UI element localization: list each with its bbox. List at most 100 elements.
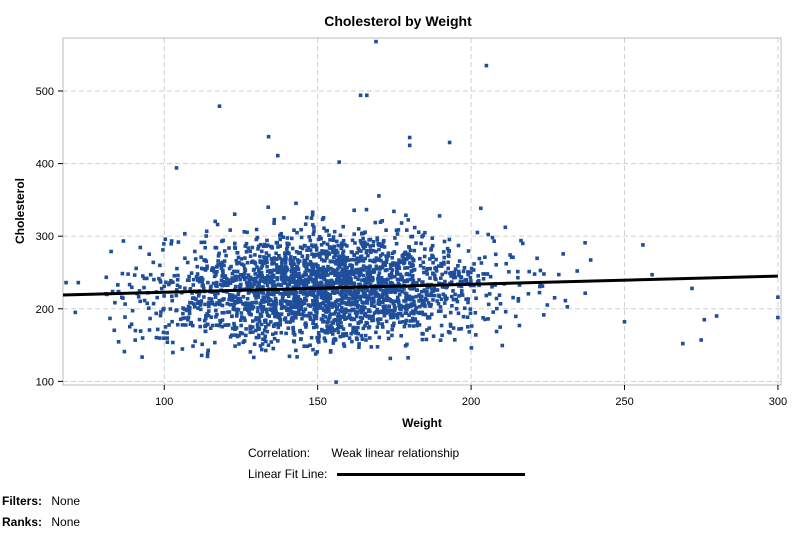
data-point: [391, 289, 395, 294]
data-point: [390, 333, 394, 338]
data-point: [324, 310, 329, 314]
data-point: [346, 301, 350, 306]
data-point: [162, 336, 166, 340]
x-tick-label: 200: [462, 396, 480, 408]
data-point: [394, 228, 399, 233]
data-point: [163, 325, 168, 329]
data-point: [414, 294, 418, 299]
data-point: [411, 324, 416, 328]
data-point: [287, 251, 291, 256]
data-point: [395, 232, 400, 236]
data-point: [375, 325, 380, 329]
data-point: [403, 344, 408, 348]
data-point: [378, 310, 383, 314]
data-point: [340, 315, 344, 319]
data-point: [304, 291, 309, 296]
data-point: [240, 315, 244, 319]
data-point: [328, 296, 333, 301]
data-point: [348, 323, 352, 327]
data-point: [356, 259, 361, 264]
data-point: [455, 299, 460, 304]
data-point: [247, 277, 252, 282]
data-point: [251, 284, 255, 288]
data-point: [457, 327, 461, 331]
data-point: [278, 283, 283, 287]
data-point: [282, 299, 286, 303]
data-point: [231, 304, 236, 309]
data-point: [421, 260, 426, 265]
data-point: [371, 318, 375, 322]
data-point: [361, 244, 365, 248]
data-point: [406, 218, 411, 222]
data-point: [175, 283, 180, 288]
data-point: [138, 245, 143, 250]
data-point: [217, 251, 221, 256]
data-point: [196, 293, 201, 298]
data-point: [316, 271, 320, 275]
data-point: [243, 268, 248, 273]
data-point: [500, 343, 505, 348]
data-point: [253, 272, 257, 276]
data-point: [464, 277, 468, 282]
data-point: [321, 268, 326, 272]
data-point: [338, 334, 343, 339]
data-point: [408, 319, 412, 323]
data-point: [395, 316, 400, 320]
data-point: [332, 250, 337, 255]
data-point: [425, 286, 430, 290]
data-point: [405, 278, 410, 282]
data-point: [444, 270, 448, 275]
data-point: [332, 255, 336, 260]
data-point: [382, 313, 387, 318]
data-point: [408, 261, 412, 265]
data-point: [382, 288, 386, 293]
data-point: [374, 39, 378, 44]
data-point: [193, 339, 197, 344]
data-point: [266, 298, 271, 303]
data-point: [321, 216, 326, 220]
data-point: [215, 312, 219, 317]
data-point: [407, 324, 412, 328]
data-point: [260, 309, 265, 314]
data-point: [183, 256, 187, 260]
data-point: [256, 274, 260, 278]
data-point: [267, 253, 271, 258]
data-point: [356, 246, 361, 251]
data-point: [349, 331, 353, 336]
data-point: [341, 277, 346, 282]
data-point: [279, 306, 284, 311]
data-point: [158, 336, 162, 340]
data-point: [311, 293, 315, 297]
data-point: [405, 266, 410, 270]
filters-value: None: [51, 494, 81, 508]
data-point: [220, 239, 224, 244]
data-point: [328, 314, 332, 318]
data-point: [209, 297, 214, 301]
data-point: [361, 294, 366, 298]
data-point: [372, 287, 376, 292]
data-point: [326, 281, 331, 285]
data-point: [242, 316, 246, 320]
data-point: [321, 265, 326, 270]
data-point: [312, 313, 317, 318]
data-point: [275, 241, 279, 245]
data-point: [274, 263, 279, 267]
data-point: [563, 298, 568, 303]
data-point: [360, 316, 365, 320]
data-point: [328, 303, 333, 307]
data-point: [316, 265, 320, 269]
data-point: [297, 284, 301, 289]
data-point: [389, 266, 393, 271]
data-point: [349, 281, 353, 286]
data-point: [242, 277, 247, 282]
data-point: [165, 336, 169, 340]
data-point: [428, 257, 432, 261]
data-point: [537, 290, 542, 295]
data-point: [449, 274, 453, 278]
data-point: [332, 229, 337, 234]
data-point: [214, 308, 218, 313]
data-point: [451, 289, 455, 293]
data-point: [372, 304, 377, 308]
data-point: [341, 224, 345, 229]
data-point: [339, 262, 343, 267]
